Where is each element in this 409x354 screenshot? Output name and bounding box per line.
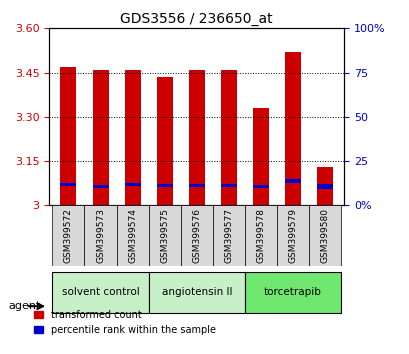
Bar (156, 184, 172, 187)
FancyBboxPatch shape (148, 205, 180, 266)
Bar (60, 183, 76, 186)
Text: GSM399572: GSM399572 (64, 208, 73, 263)
Text: agent: agent (8, 301, 40, 311)
Bar (156, 77, 172, 205)
FancyBboxPatch shape (244, 205, 276, 266)
Bar (284, 52, 300, 205)
FancyBboxPatch shape (116, 205, 148, 266)
Text: solvent control: solvent control (61, 287, 139, 297)
Text: angiotensin II: angiotensin II (161, 287, 231, 297)
FancyBboxPatch shape (276, 205, 308, 266)
Text: GSM399577: GSM399577 (224, 208, 233, 263)
FancyBboxPatch shape (84, 205, 116, 266)
Text: torcetrapib: torcetrapib (263, 287, 321, 297)
Bar (220, 184, 236, 187)
FancyBboxPatch shape (308, 205, 340, 266)
Legend: transformed count, percentile rank within the sample: transformed count, percentile rank withi… (34, 310, 216, 335)
Bar (188, 70, 204, 205)
FancyBboxPatch shape (244, 272, 340, 313)
Text: GSM399576: GSM399576 (192, 208, 201, 263)
Bar (252, 185, 268, 188)
Bar (316, 167, 333, 205)
Text: GSM399575: GSM399575 (160, 208, 169, 263)
Bar (252, 108, 268, 205)
Text: GSM399573: GSM399573 (96, 208, 105, 263)
Bar (60, 67, 76, 205)
Bar (188, 184, 204, 187)
FancyBboxPatch shape (52, 205, 84, 266)
FancyBboxPatch shape (52, 272, 148, 313)
Bar (124, 70, 140, 205)
Bar (220, 70, 236, 205)
Text: GSM399578: GSM399578 (256, 208, 265, 263)
Bar (284, 179, 300, 183)
FancyBboxPatch shape (212, 205, 244, 266)
Title: GDS3556 / 236650_at: GDS3556 / 236650_at (120, 12, 272, 26)
FancyBboxPatch shape (148, 272, 244, 313)
FancyBboxPatch shape (180, 205, 212, 266)
Text: GSM399579: GSM399579 (288, 208, 297, 263)
Bar (124, 183, 140, 186)
Bar (92, 185, 108, 188)
Bar (316, 184, 333, 189)
Text: GSM399580: GSM399580 (320, 208, 329, 263)
Bar (92, 70, 108, 205)
Text: GSM399574: GSM399574 (128, 208, 137, 263)
